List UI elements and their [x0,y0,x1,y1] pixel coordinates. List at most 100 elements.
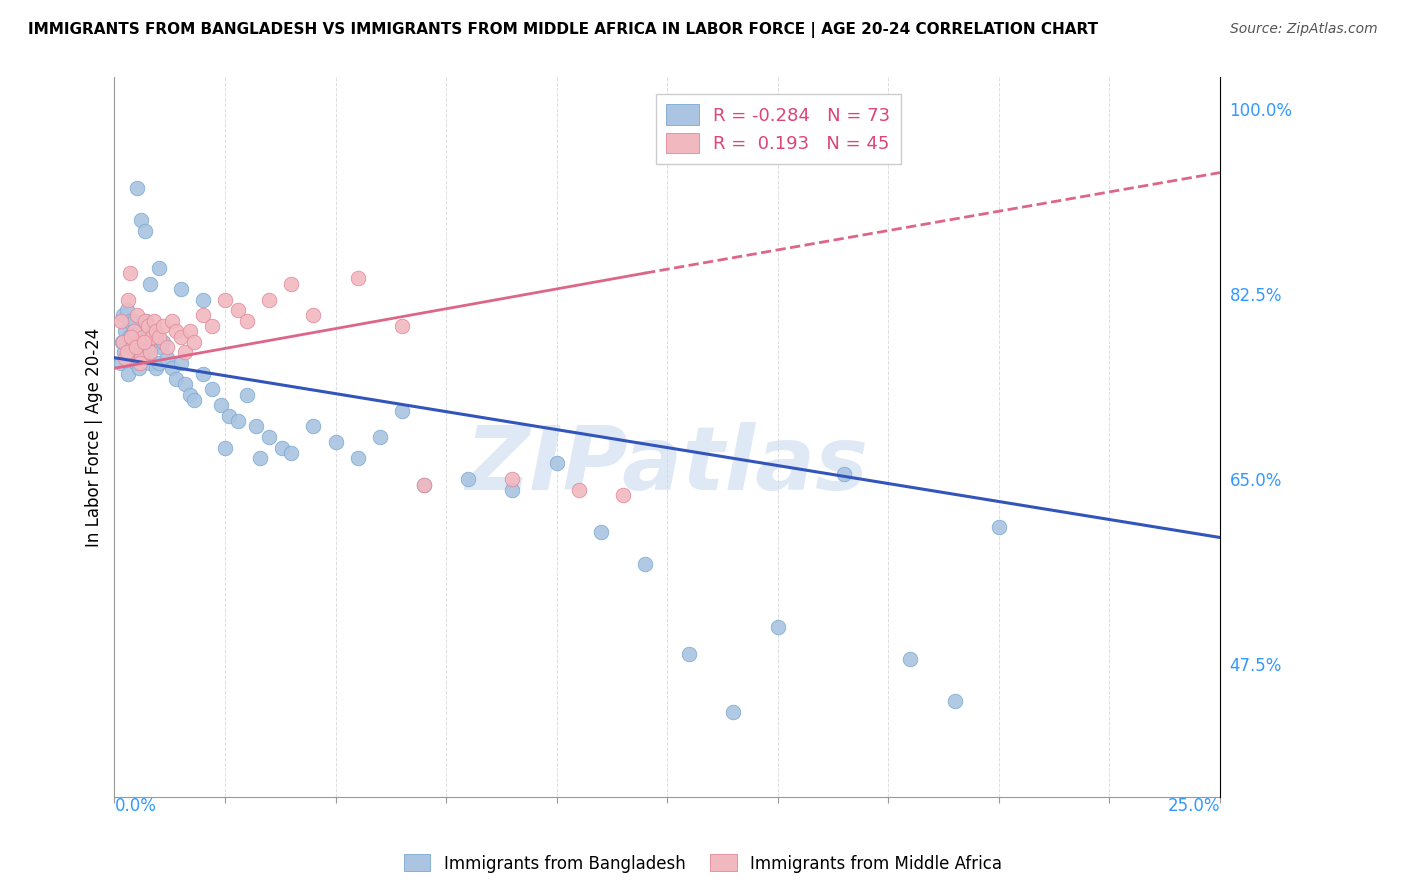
Point [110,356,132,370]
Point [257,430,280,444]
Point [132,351,155,365]
Point [120,351,142,365]
Point [118,266,141,280]
Point [152,334,174,349]
Legend: R = -0.284   N = 73, R =  0.193   N = 45: R = -0.284 N = 73, R = 0.193 N = 45 [655,94,901,164]
Point [149,340,172,354]
Text: ZIPatlas: ZIPatlas [465,422,869,509]
Point [148,329,170,343]
Point [117,367,139,381]
Point [125,334,148,349]
Point [139,345,162,359]
Point [118,313,141,327]
Point [201,383,224,397]
Point [191,309,214,323]
Point [201,318,224,333]
Point [165,372,187,386]
Point [160,313,183,327]
Text: 0.0%: 0.0% [114,797,156,814]
Point [191,367,214,381]
Point [122,318,145,333]
Point [568,483,591,497]
Point [148,260,170,275]
Point [139,356,162,370]
Point [129,324,152,338]
Point [170,329,193,343]
Point [129,213,152,227]
Point [124,324,146,338]
Point [634,557,657,571]
Point [141,329,163,343]
Point [170,282,193,296]
Point [141,340,163,354]
Point [236,387,259,401]
Point [209,398,232,412]
Point [612,488,634,502]
Point [125,181,148,195]
Point [129,356,152,370]
Point [156,340,179,354]
Point [501,483,523,497]
Point [124,356,146,370]
Point [136,318,159,333]
Point [134,313,156,327]
Point [257,293,280,307]
Point [124,313,146,327]
Point [148,356,170,370]
Point [136,329,159,343]
Point [174,377,197,392]
Point [120,329,142,343]
Point [174,345,197,359]
Point [546,457,568,471]
Point [112,334,135,349]
Point [128,334,150,349]
Point [413,477,436,491]
Point [125,309,148,323]
Point [124,340,146,354]
Point [139,277,162,291]
Point [170,356,193,370]
Point [121,345,143,359]
Point [236,313,259,327]
Point [391,318,413,333]
Point [145,324,167,338]
Text: 25.0%: 25.0% [1167,797,1220,814]
Point [457,472,479,486]
Point [160,361,183,376]
Point [271,441,294,455]
Point [114,351,136,365]
Point [143,313,166,327]
Point [112,309,135,323]
Point [115,303,138,318]
Point [214,441,236,455]
Point [191,293,214,307]
Point [280,277,302,291]
Point [110,313,132,327]
Point [766,620,789,634]
Point [152,318,174,333]
Point [391,403,413,417]
Point [115,345,138,359]
Point [145,361,167,376]
Point [134,224,156,238]
Point [346,451,368,466]
Point [183,392,205,407]
Point [898,652,921,666]
Point [114,324,136,338]
Point [117,329,139,343]
Point [226,303,249,318]
Point [368,430,391,444]
Point [129,345,152,359]
Point [156,351,179,365]
Point [214,293,236,307]
Point [832,467,855,481]
Point [165,324,187,338]
Text: IMMIGRANTS FROM BANGLADESH VS IMMIGRANTS FROM MIDDLE AFRICA IN LABOR FORCE | AGE: IMMIGRANTS FROM BANGLADESH VS IMMIGRANTS… [28,22,1098,38]
Point [179,324,201,338]
Point [134,334,156,349]
Point [129,351,152,365]
Point [143,324,166,338]
Point [183,334,205,349]
Point [218,409,240,423]
Y-axis label: In Labor Force | Age 20-24: In Labor Force | Age 20-24 [86,327,103,547]
